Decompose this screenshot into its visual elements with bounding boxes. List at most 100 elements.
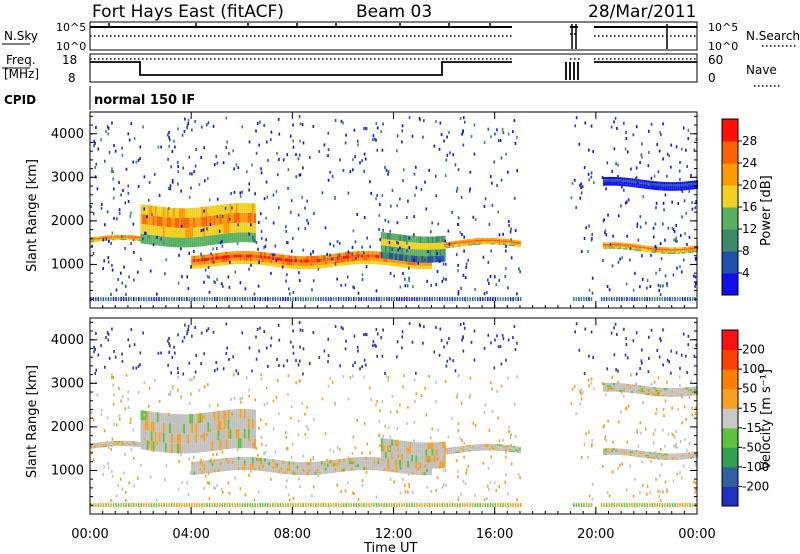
velocity-scatter-cell [265,444,267,448]
power-echoes [90,115,699,302]
velocity-echo-cell [407,470,410,475]
velocity-echo-cell [174,414,178,424]
power-scatter-cell [94,141,96,145]
power-scatter-cell [391,247,394,251]
velocity-echo-cell [458,451,461,453]
power-echo-cell [627,180,630,183]
velocity-scatter-cell [441,485,444,489]
velocity-echo-cell [229,460,232,465]
velocity-echo-cell [264,461,267,465]
velocity-near-range-cell [138,503,140,508]
velocity-echo-cell [397,466,400,470]
power-echo-cell [659,248,662,251]
power-scatter-cell [149,269,152,273]
power-echo-cell [444,245,447,247]
velocity-scatter-cell [469,393,472,397]
velocity-scatter-cell [357,497,360,501]
power-echo-cell [92,237,95,239]
velocity-echo-cell [203,460,206,464]
velocity-echo-cell [253,460,256,464]
velocity-scatter-cell [389,435,392,439]
velocity-echo-cell [338,468,341,473]
power-echo-cell [338,259,341,263]
velocity-echo-cell [98,442,101,444]
velocity-echo-cell [231,419,234,430]
power-near-range-cell [299,297,302,302]
velocity-scatter-cell [351,458,354,462]
power-scatter-cell [103,259,106,263]
power-near-range-cell [206,297,208,302]
velocity-scatter-cell [112,402,115,406]
power-scatter-cell [107,239,110,243]
velocity-echo-cell [384,451,387,459]
power-echo-cell [355,251,358,255]
velocity-near-range-cell [97,503,100,508]
velocity-scatter-cell [200,361,202,365]
velocity-echo-cell [219,468,222,472]
power-scatter-cell [629,246,632,250]
velocity-echo-cell [336,462,339,466]
power-scatter-cell [312,125,315,129]
power-echo-cell [390,239,393,247]
power-echo-cell [498,241,501,244]
power-echo-cell [615,247,618,249]
velocity-echo-cell [693,392,696,396]
velocity-scatter-cell [648,356,650,360]
power-scatter-cell [363,169,365,173]
velocity-echo-cell [395,459,398,467]
power-scatter-cell [188,155,191,159]
power-echo-cell [371,260,374,265]
velocity-echo-cell [241,456,244,461]
velocity-echo-cell [474,444,477,447]
velocity-scatter-cell [680,353,683,357]
velocity-echo-cell [403,440,406,448]
power-echo-cell [500,238,503,241]
power-echo-cell [484,242,487,245]
velocity-scatter-cell [375,327,378,331]
power-scatter-cell [611,169,613,173]
velocity-near-range-cell [342,503,345,508]
velocity-scatter-cell [635,372,638,376]
velocity-scatter-cell [352,364,354,368]
velocity-echo-cell [687,455,690,458]
velocity-echo-cell [405,460,408,468]
power-scatter-cell [297,157,300,161]
power-near-range-cell [466,297,469,302]
power-echo-cell [154,215,157,226]
velocity-echo-cell [156,412,159,423]
power-echo-cell [602,177,605,180]
power-echo-cell [124,237,127,239]
power-scatter-cell [658,149,661,153]
power-echo-cell [344,262,347,266]
velocity-echo-cell [304,468,307,472]
power-scatter-cell [673,238,675,242]
power-near-range-cell [441,297,444,302]
velocity-scatter-cell [639,367,641,371]
velocity-echo-cell [255,464,258,468]
power-echo-cell [635,185,638,188]
velocity-echo-cell [452,447,455,449]
power-echo-cell [211,260,214,264]
power-echo-cell [450,241,453,243]
velocity-echo-cell [154,412,157,422]
velocity-echo-cell [387,465,390,469]
velocity-scatter-cell [427,456,429,460]
power-scatter-cell [401,140,403,144]
power-echo-cell [647,245,650,248]
velocity-echo-cell [286,461,289,465]
velocity-echo-cell [288,464,291,468]
velocity-scatter-cell [176,367,179,371]
power-scatter-cell [606,161,609,165]
velocity-echo-cell [338,465,341,469]
velocity-echo-cell [611,389,614,392]
velocity-scatter-cell [487,466,490,470]
velocity-echo-cell [239,463,242,467]
velocity-echo-cell [241,428,244,439]
velocity-scatter-cell [102,444,105,448]
power-echo-cell [221,262,224,266]
velocity-echo-cell [355,457,358,461]
velocity-echo-cell [219,465,222,469]
velocity-echo-cell [623,383,626,386]
velocity-scatter-cell [457,374,460,378]
power-scatter-cell [139,157,141,161]
